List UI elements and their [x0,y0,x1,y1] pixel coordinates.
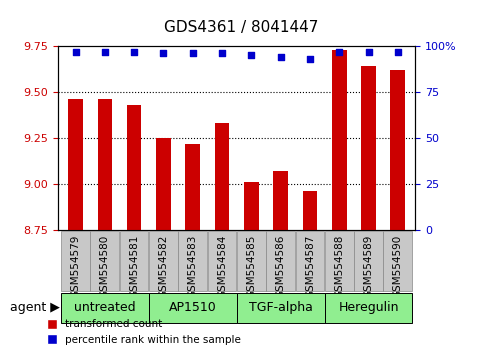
Bar [61,231,90,291]
Point [394,49,402,55]
Text: TGF-alpha: TGF-alpha [249,302,313,314]
Point [130,49,138,55]
Text: GSM554581: GSM554581 [129,235,139,298]
Text: GSM554584: GSM554584 [217,235,227,298]
Point [101,49,109,55]
Text: GSM554580: GSM554580 [100,235,110,298]
Bar [156,138,171,230]
Bar [244,182,258,230]
Text: GSM554583: GSM554583 [188,235,198,298]
Point [335,49,343,55]
Bar [149,231,178,291]
Bar [185,144,200,230]
Point [365,49,372,55]
Point [218,51,226,56]
Bar [266,231,295,291]
Point [159,51,167,56]
Text: GSM554586: GSM554586 [276,235,285,298]
Bar [90,231,119,291]
Bar [208,231,236,291]
Text: GSM554587: GSM554587 [305,235,315,298]
Text: untreated: untreated [74,302,136,314]
Point [247,52,255,58]
Bar [332,50,346,230]
Bar [127,105,142,230]
Text: GSM554589: GSM554589 [364,235,373,298]
Text: GSM554585: GSM554585 [246,235,256,298]
Bar [98,99,112,230]
Text: GSM554588: GSM554588 [334,235,344,298]
Point [306,56,314,62]
Point [277,54,284,60]
Bar [215,123,229,230]
Bar [296,231,324,291]
Bar [361,66,376,230]
Bar [354,231,383,291]
Bar [237,231,266,291]
Legend: transformed count, percentile rank within the sample: transformed count, percentile rank withi… [44,315,245,349]
Text: GSM554590: GSM554590 [393,235,403,298]
Text: AP1510: AP1510 [169,302,216,314]
Bar [237,293,325,323]
Text: GSM554579: GSM554579 [71,235,81,298]
Text: GDS4361 / 8041447: GDS4361 / 8041447 [164,21,319,35]
Bar [302,192,317,230]
Bar [325,293,412,323]
Text: Heregulin: Heregulin [338,302,399,314]
Bar [120,231,148,291]
Bar [178,231,207,291]
Text: GSM554582: GSM554582 [158,235,169,298]
Bar [325,231,354,291]
Point [71,49,79,55]
Point [189,51,197,56]
Bar [273,171,288,230]
Bar [149,293,237,323]
Bar [61,293,149,323]
Bar [390,70,405,230]
Text: agent ▶: agent ▶ [10,302,59,314]
Bar [384,231,412,291]
Bar [68,99,83,230]
